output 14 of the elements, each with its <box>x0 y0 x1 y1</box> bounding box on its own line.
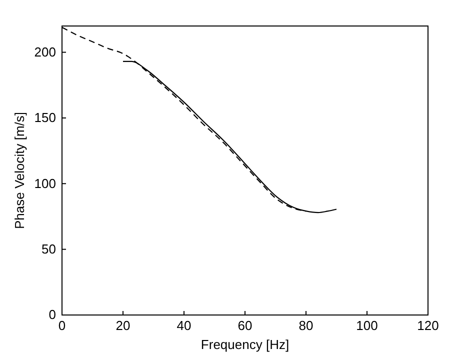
y-tick-label: 50 <box>42 241 56 256</box>
x-tick-label: 120 <box>417 318 439 334</box>
x-tick-label: 0 <box>58 318 66 334</box>
y-tick-label: 0 <box>48 307 56 322</box>
x-tick-label: 80 <box>298 318 314 334</box>
y-tick-label: 200 <box>34 44 56 60</box>
y-tick-label: 150 <box>34 110 56 126</box>
y-tick-label: 100 <box>34 176 56 191</box>
x-tick-label: 40 <box>176 318 192 334</box>
x-axis-title: Frequency [Hz] <box>200 337 290 352</box>
x-tick-label: 20 <box>116 318 130 334</box>
x-tick-label: 60 <box>238 318 252 334</box>
y-axis-title: Phase Velocity [m/s] <box>12 112 27 230</box>
x-tick-label: 100 <box>356 318 378 334</box>
